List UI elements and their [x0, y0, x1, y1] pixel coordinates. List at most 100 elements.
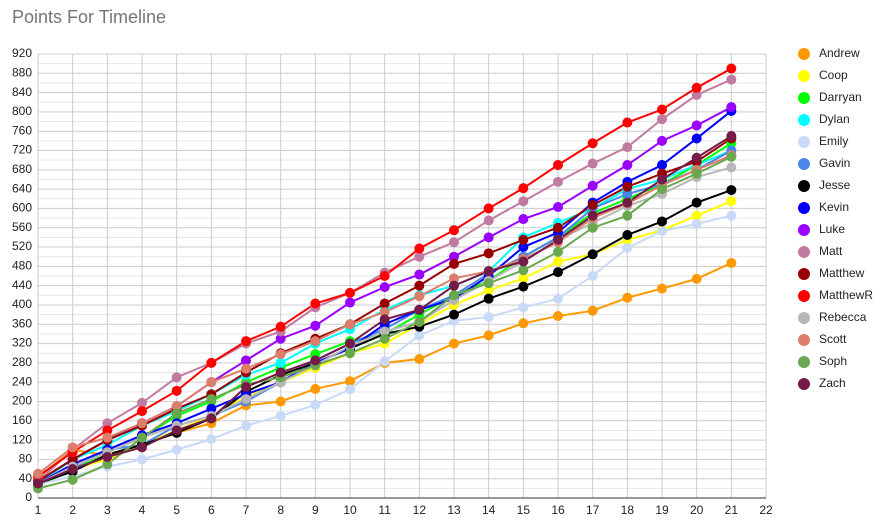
y-tick-label: 800 — [12, 104, 32, 118]
data-point — [67, 454, 78, 465]
data-point — [275, 349, 286, 360]
data-point — [449, 258, 459, 269]
data-point — [553, 234, 563, 245]
data-point — [622, 292, 633, 303]
legend-marker — [798, 290, 810, 302]
data-point — [345, 297, 355, 308]
x-tick-label: 4 — [139, 503, 146, 517]
data-point — [102, 432, 113, 443]
y-tick-label: 440 — [12, 278, 32, 292]
data-point — [553, 222, 563, 233]
data-point — [622, 181, 633, 192]
data-point — [657, 135, 667, 146]
data-point — [657, 283, 667, 294]
data-point — [310, 320, 321, 331]
data-point — [518, 214, 529, 225]
data-point — [553, 176, 563, 187]
data-point — [553, 293, 563, 304]
legend-label: Matt — [819, 244, 843, 258]
data-point — [414, 280, 425, 291]
data-point — [137, 397, 147, 408]
data-point — [483, 248, 494, 259]
y-tick-label: 840 — [12, 85, 32, 99]
data-point — [622, 197, 633, 208]
data-point — [379, 314, 390, 325]
data-point — [657, 174, 667, 185]
legend-marker — [798, 158, 810, 170]
data-point — [310, 355, 321, 366]
x-tick-label: 5 — [173, 503, 180, 517]
legend-label: Kevin — [819, 200, 849, 214]
data-point — [379, 282, 390, 293]
legend-marker — [798, 246, 810, 258]
data-point — [275, 357, 286, 368]
x-tick-label: 18 — [621, 503, 635, 517]
data-point — [137, 442, 147, 453]
data-point — [310, 336, 321, 347]
legend-label: Zach — [819, 376, 846, 390]
x-tick-label: 9 — [312, 503, 319, 517]
data-point — [33, 468, 43, 479]
data-point — [67, 442, 78, 453]
x-tick-label: 8 — [277, 503, 284, 517]
data-point — [275, 367, 286, 378]
data-point — [657, 160, 667, 170]
x-tick-label: 6 — [208, 503, 215, 517]
data-point — [414, 291, 425, 302]
legend-marker — [798, 224, 810, 236]
data-point — [622, 160, 633, 170]
data-point — [483, 215, 494, 226]
data-point — [379, 356, 390, 367]
legend-marker — [798, 180, 810, 192]
y-tick-label: 920 — [12, 46, 32, 60]
data-point — [137, 418, 147, 429]
legend-marker — [798, 378, 810, 390]
data-point — [483, 266, 494, 277]
data-point — [379, 298, 390, 309]
data-point — [483, 278, 494, 289]
data-point — [691, 210, 702, 221]
data-point — [691, 218, 702, 229]
legend-marker — [798, 356, 810, 368]
data-point — [553, 267, 563, 278]
data-point — [587, 138, 598, 149]
data-point — [691, 273, 702, 284]
data-point — [414, 251, 425, 262]
data-point — [137, 454, 147, 465]
legend-marker — [798, 334, 810, 346]
legend-marker — [798, 92, 810, 104]
data-point — [414, 304, 425, 315]
x-tick-label: 15 — [517, 503, 531, 517]
data-point — [518, 234, 529, 245]
data-point — [449, 251, 459, 262]
x-tick-label: 7 — [243, 503, 250, 517]
data-point — [622, 142, 633, 153]
legend-label: Emily — [819, 134, 848, 148]
data-point — [275, 396, 286, 407]
y-tick-label: 80 — [19, 452, 33, 466]
data-point — [241, 420, 251, 431]
data-point — [414, 269, 425, 280]
data-point — [241, 394, 251, 405]
data-point — [102, 425, 113, 436]
data-point — [345, 376, 355, 387]
x-tick-label: 11 — [378, 503, 391, 517]
data-point — [657, 184, 667, 195]
data-point — [587, 249, 598, 260]
legend-label: Gavin — [819, 156, 850, 170]
data-point — [310, 399, 321, 410]
data-point — [726, 185, 737, 196]
y-tick-label: 40 — [19, 471, 33, 485]
data-point — [483, 330, 494, 341]
data-point — [449, 237, 459, 248]
x-tick-label: 22 — [759, 503, 773, 517]
data-point — [518, 265, 529, 276]
data-point — [275, 321, 286, 332]
legend-label: Rebecca — [819, 310, 867, 324]
data-point — [345, 384, 355, 395]
data-point — [657, 114, 667, 125]
data-point — [726, 74, 737, 85]
data-point — [449, 338, 459, 349]
data-point — [726, 196, 737, 207]
